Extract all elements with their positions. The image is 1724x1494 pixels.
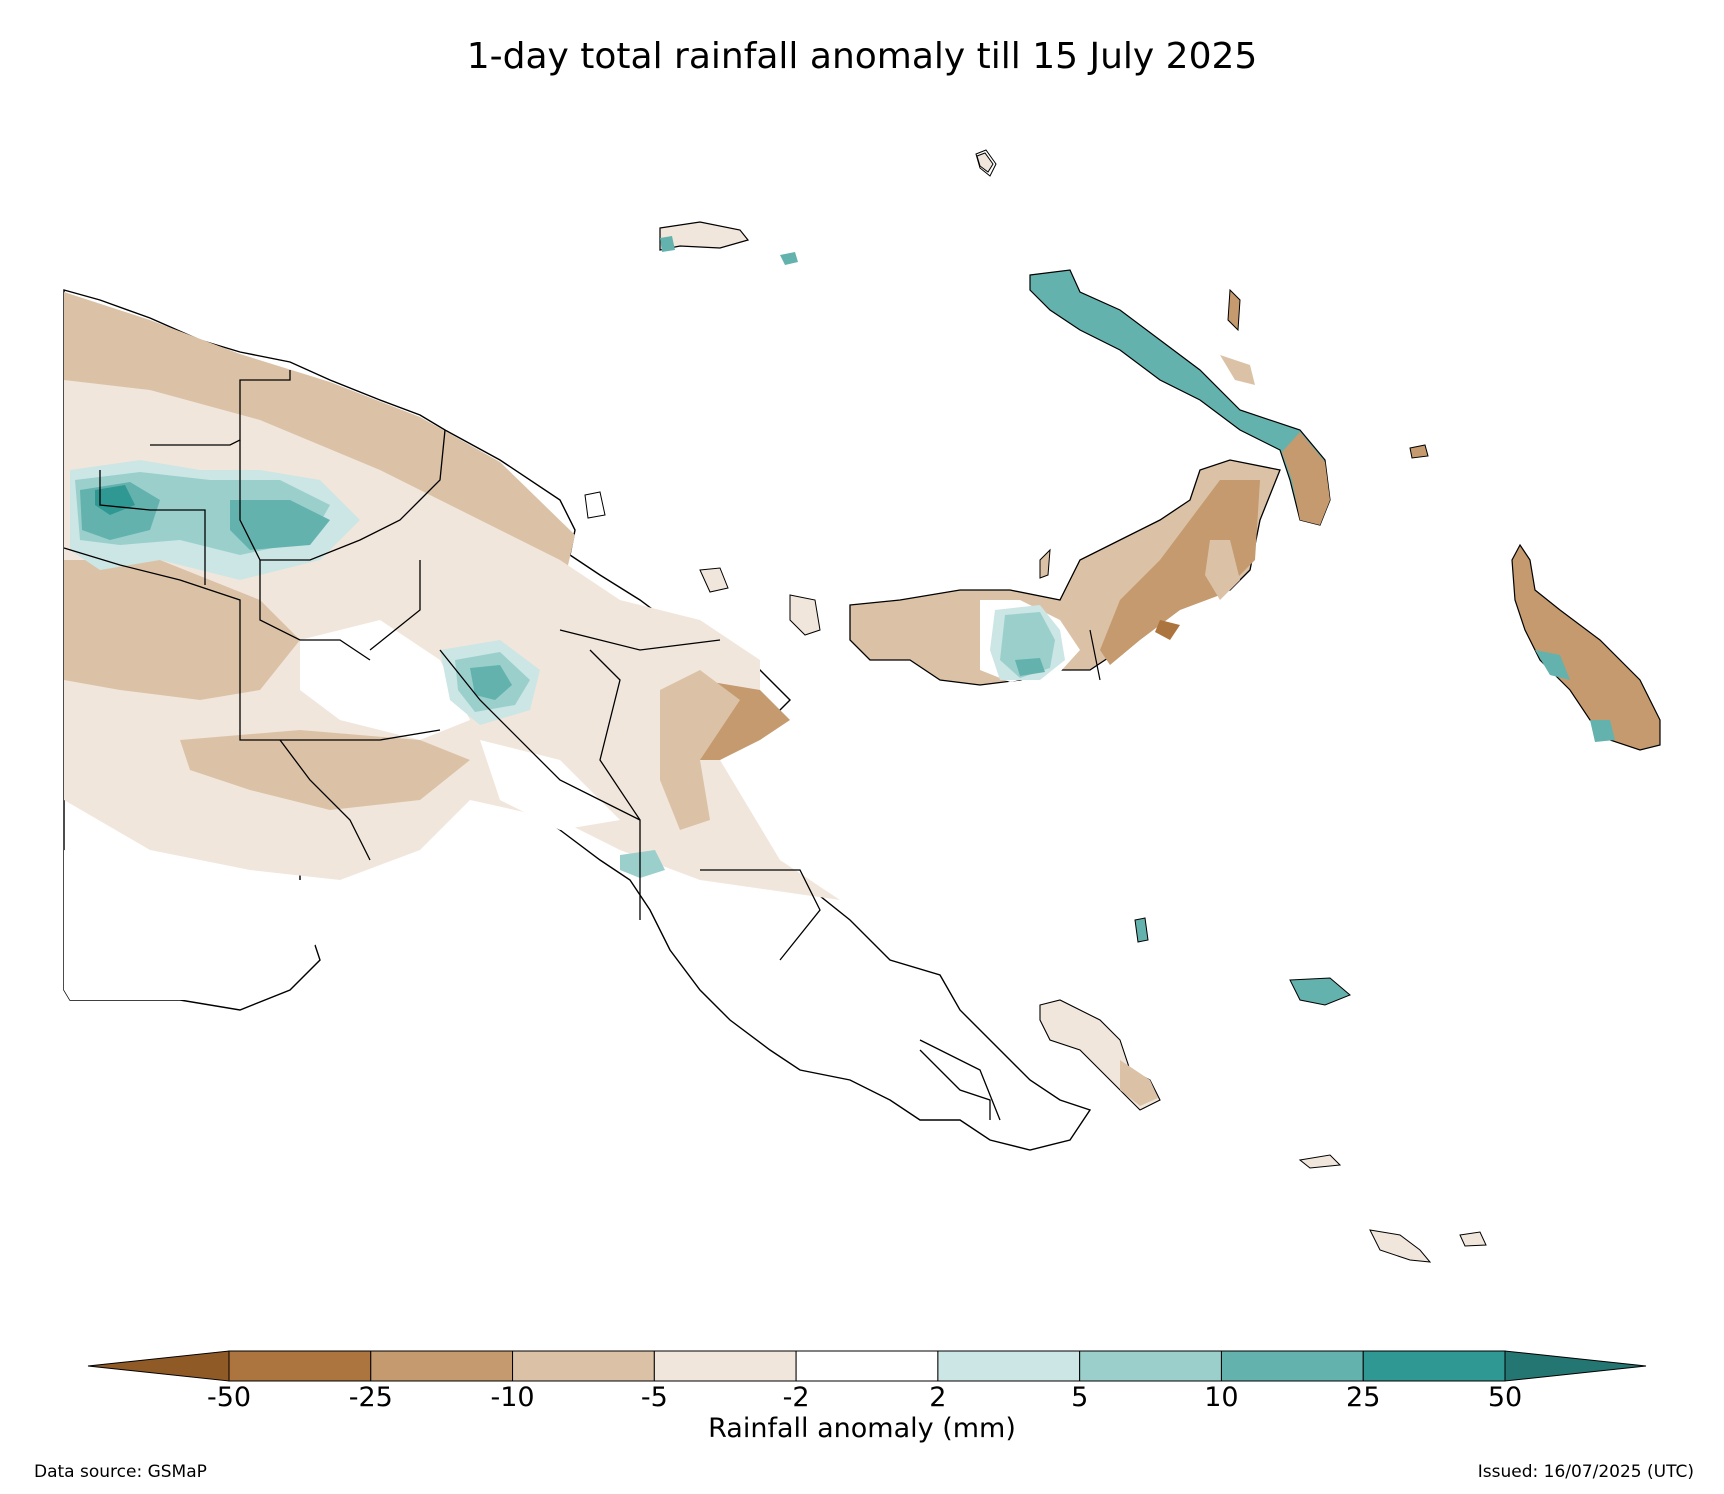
province-borders (63, 370, 1001, 1121)
colorbar-tick-label: -10 (490, 1382, 535, 1413)
colorbar-extend-high (1504, 1350, 1647, 1382)
bougainville (1511, 543, 1661, 751)
colorbar-tick-label: -50 (206, 1382, 252, 1413)
colorbar-extend-low (87, 1350, 230, 1382)
colorbar-segment (228, 1350, 372, 1382)
colorbar-tick-label: 50 (1487, 1382, 1523, 1413)
map-title: 1-day total rainfall anomaly till 15 Jul… (466, 36, 1258, 77)
colorbar-label: Rainfall anomaly (mm) (708, 1413, 1016, 1444)
colorbar-tick-label: 25 (1346, 1382, 1381, 1413)
colorbar-tick-label: 5 (1071, 1382, 1089, 1413)
colorbar-segment (937, 1350, 1081, 1382)
new-britain (849, 459, 1281, 686)
colorbar-segment (370, 1350, 514, 1382)
colorbar-segment (1079, 1350, 1222, 1382)
colorbar-segment (653, 1350, 797, 1382)
colorbar-segment (512, 1350, 655, 1382)
colorbar-tick-label: -2 (782, 1382, 810, 1413)
issued-date-text: Issued: 16/07/2025 (UTC) (1477, 1462, 1694, 1482)
data-source-text: Data source: GSMaP (34, 1462, 207, 1482)
colorbar-tick-label: 2 (929, 1382, 947, 1413)
colorbar-tick-label: 10 (1204, 1382, 1239, 1413)
colorbar-tick-label: -25 (348, 1382, 393, 1413)
colorbar-segment (1220, 1350, 1364, 1382)
colorbar-tick-label: -5 (640, 1382, 668, 1413)
colorbar-segment (795, 1350, 939, 1382)
colorbar-segment (1362, 1350, 1506, 1382)
